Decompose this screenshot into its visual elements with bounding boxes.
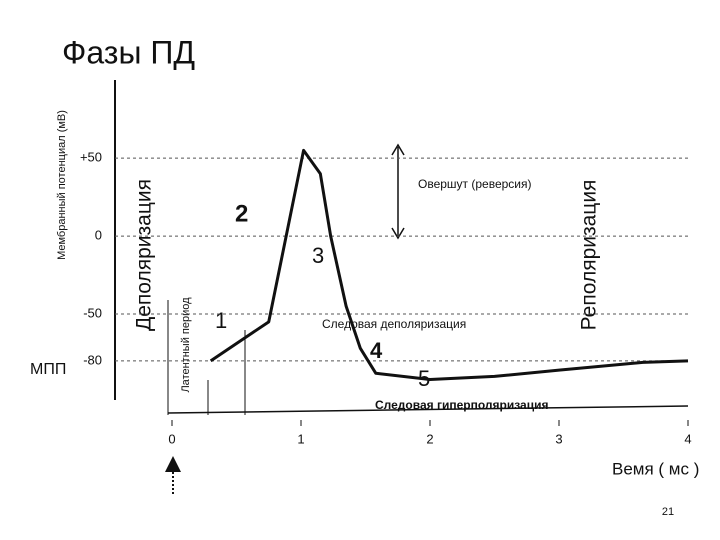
annotation: Реполяризация [578, 180, 601, 331]
phase-label: 1 [215, 308, 227, 333]
phase-label: 3 [312, 243, 324, 268]
phase-label: 2 [235, 200, 248, 227]
phase-label: 4 [370, 338, 383, 363]
annotation: Овершут (реверсия) [418, 177, 532, 191]
annotation: Следовая деполяризация [322, 317, 466, 331]
x-tick-label: 3 [555, 431, 562, 446]
x-tick-label: 1 [297, 431, 304, 446]
y-axis-label: Мембранный потенциал (мВ) [56, 110, 68, 260]
y-tick-label: 0 [95, 228, 102, 243]
y-tick-label: -80 [83, 352, 102, 367]
stimulus-line [167, 405, 689, 414]
y-tick-label: +50 [80, 150, 102, 165]
annotation: Латентный период [180, 297, 192, 393]
x-tick-label: 4 [684, 431, 691, 446]
y-tick-label: -50 [83, 305, 102, 320]
line-series [209, 148, 689, 382]
stimulus-marker [165, 456, 181, 472]
x-tick-label: 2 [426, 431, 433, 446]
annotation: МПП [30, 361, 66, 378]
page-number: 21 [662, 506, 674, 518]
annotation: Деполяризация [133, 179, 156, 331]
arrowheads [391, 143, 405, 240]
x-tick-label: 0 [168, 431, 175, 446]
x-axis-label: Вемя ( мс ) [612, 459, 699, 478]
chart-title: Фазы ПД [62, 34, 195, 70]
